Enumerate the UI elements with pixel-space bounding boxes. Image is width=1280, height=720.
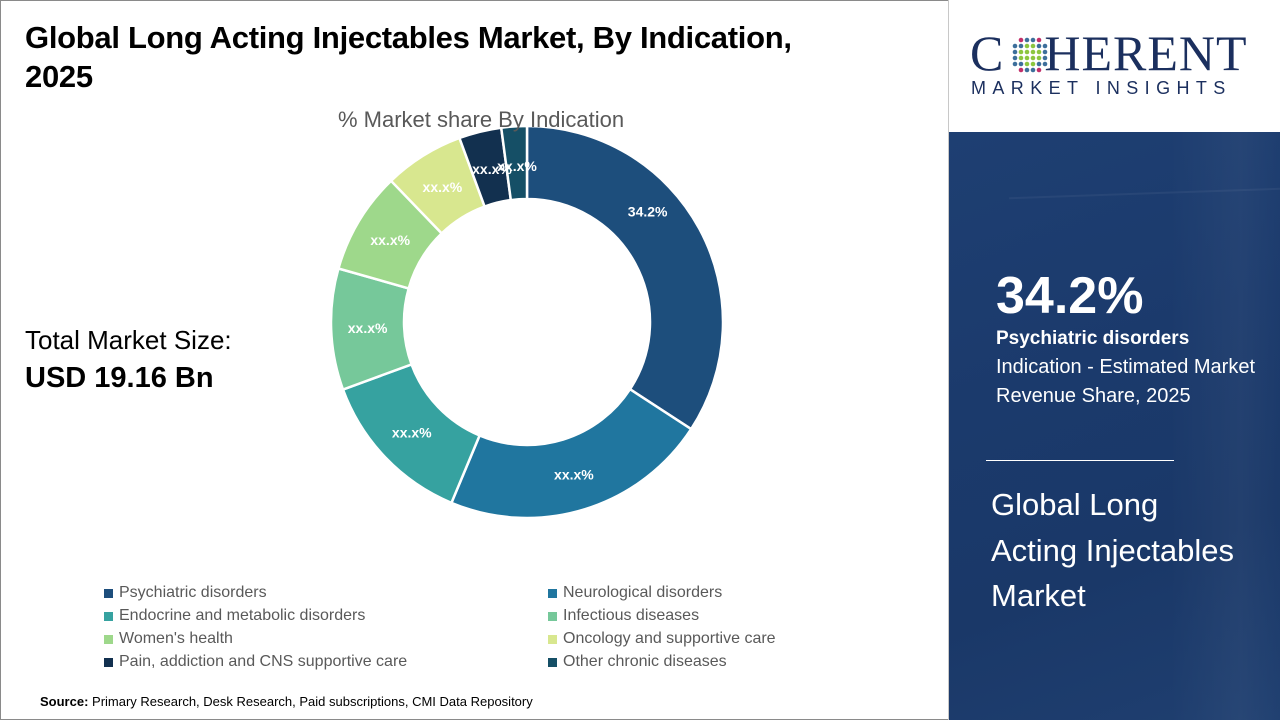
logo-wordmark: C HERENT	[970, 28, 1248, 78]
slice-data-label: 34.2%	[628, 204, 668, 220]
source-label: Source:	[40, 694, 89, 709]
legend-swatch	[104, 657, 113, 667]
market-size-label: Total Market Size:	[25, 325, 232, 355]
globe-dot	[1036, 55, 1042, 61]
legend-item: Endocrine and metabolic disorders	[104, 605, 548, 627]
highlight-segment: Psychiatric disorders	[996, 328, 1190, 349]
background-texture	[1169, 132, 1280, 720]
slice-data-label: xx.x%	[472, 161, 512, 177]
globe-dot	[1030, 43, 1036, 49]
globe-dot	[1012, 49, 1018, 55]
legend-label: Infectious diseases	[563, 607, 700, 624]
chart-title: % Market share By Indication	[338, 107, 625, 132]
globe-dot	[1018, 37, 1024, 43]
legend-swatch	[104, 634, 113, 644]
logo-subtitle: MARKET INSIGHTS	[971, 78, 1232, 98]
globe-dot	[1018, 43, 1024, 49]
globe-dot	[1030, 61, 1036, 67]
globe-dot	[1018, 55, 1024, 61]
globe-dot	[1030, 55, 1036, 61]
chart-panel: Global Long Acting Injectables Market, B…	[25, 20, 864, 709]
legend-swatch	[548, 588, 557, 598]
company-logo: C HERENT MARKET INSIGHTS	[949, 0, 1280, 132]
chart-legend: Psychiatric disorders Neurological disord…	[104, 582, 864, 673]
market-name: Global Long Acting Injectables Market	[991, 487, 1234, 613]
legend-label: Psychiatric disorders	[119, 584, 267, 601]
globe-dot	[1036, 49, 1042, 55]
globe-dot	[1036, 61, 1042, 67]
slice-data-label: xx.x%	[423, 179, 463, 195]
logo-letter-c: C	[970, 25, 1005, 81]
globe-dot	[1024, 67, 1030, 73]
legend-label: Other chronic diseases	[563, 653, 727, 670]
donut-chart: 34.2%xx.x%xx.x%xx.x%xx.x%xx.x%xx.x%xx.x%	[329, 124, 725, 520]
logo-letters-herent: HERENT	[1044, 25, 1248, 81]
legend-label: Neurological disorders	[563, 584, 723, 601]
panel-divider	[948, 0, 949, 720]
legend-label: Women's health	[119, 630, 233, 647]
legend-item: Women's health	[104, 628, 548, 650]
globe-dot	[1036, 43, 1042, 49]
source-note: Source: Primary Research, Desk Research,…	[40, 694, 533, 709]
slice-data-label: xx.x%	[554, 466, 594, 482]
donut-slice-neurological-disorders	[449, 387, 693, 520]
donut-slice-psychiatric-disorders	[525, 124, 725, 431]
donut-slice-other-chronic-diseases	[499, 124, 529, 202]
slice-data-label: xx.x%	[497, 158, 537, 174]
globe-dot	[1018, 49, 1024, 55]
globe-dot	[1030, 37, 1036, 43]
legend-swatch	[548, 634, 557, 644]
globe-dot	[1042, 55, 1048, 61]
globe-dot	[1036, 37, 1042, 43]
legend-item: Infectious diseases	[548, 605, 848, 627]
donut-labels: 34.2%xx.x%xx.x%xx.x%xx.x%xx.x%xx.x%xx.x%	[348, 158, 668, 482]
page-title: Global Long Acting Injectables Market, B…	[25, 20, 792, 94]
globe-dot	[1042, 61, 1048, 67]
info-panel: C HERENT MARKET INSIGHTS 34.2% Psychiatri…	[949, 0, 1280, 720]
slice-data-label: xx.x%	[392, 424, 432, 440]
legend-label: Pain, addiction and CNS supportive care	[119, 653, 408, 670]
dotted-globe-icon	[1012, 37, 1048, 73]
legend-label: Oncology and supportive care	[563, 630, 776, 647]
legend-item: Pain, addiction and CNS supportive care	[104, 651, 548, 673]
legend-item: Psychiatric disorders	[104, 582, 548, 604]
globe-dot	[1024, 55, 1030, 61]
legend-swatch	[104, 588, 113, 598]
globe-dot	[1024, 61, 1030, 67]
legend-swatch	[104, 611, 113, 621]
highlight-description: Indication - Estimated Market Revenue Sh…	[996, 356, 1255, 407]
globe-dot	[1024, 49, 1030, 55]
legend-item: Other chronic diseases	[548, 651, 848, 673]
globe-dot	[1018, 67, 1024, 73]
legend-label: Endocrine and metabolic disorders	[119, 607, 366, 624]
slice-data-label: xx.x%	[348, 320, 388, 336]
legend-item: Oncology and supportive care	[548, 628, 848, 650]
globe-dot	[1024, 37, 1030, 43]
legend-swatch	[548, 611, 557, 621]
highlight-percent: 34.2%	[996, 267, 1144, 325]
donut-slices	[329, 124, 725, 520]
legend-item: Neurological disorders	[548, 582, 848, 604]
globe-dot	[1036, 67, 1042, 73]
globe-dot	[1030, 67, 1036, 73]
divider-line	[986, 460, 1174, 461]
globe-dot	[1018, 61, 1024, 67]
globe-dot	[1030, 49, 1036, 55]
source-text: Primary Research, Desk Research, Paid su…	[92, 694, 533, 709]
globe-dot	[1024, 43, 1030, 49]
legend-swatch	[548, 657, 557, 667]
globe-dot	[1012, 55, 1018, 61]
market-size-value: USD 19.16 Bn	[25, 362, 214, 394]
globe-dot	[1042, 49, 1048, 55]
globe-dot	[1042, 43, 1048, 49]
slice-data-label: xx.x%	[370, 232, 410, 248]
highlight-box: 34.2% Psychiatric disorders Indication -…	[949, 132, 1280, 720]
globe-dot	[1012, 61, 1018, 67]
globe-dot	[1012, 43, 1018, 49]
